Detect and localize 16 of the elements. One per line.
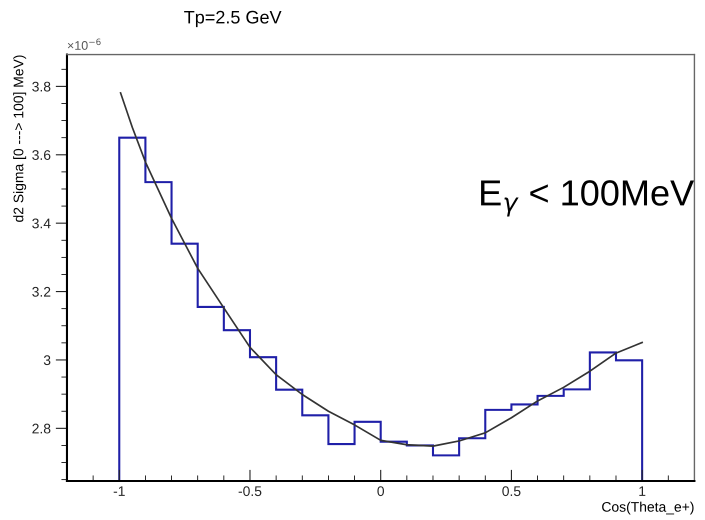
y-axis-title: d2 Sigma [0 ---> 100] MeV) bbox=[13, 55, 26, 222]
x-tick-label: 0.5 bbox=[502, 486, 520, 496]
y-tick-label: 3.8 bbox=[32, 82, 50, 92]
x-tick-label: 0 bbox=[377, 486, 384, 496]
x-tick-label: 1 bbox=[639, 486, 646, 496]
chart-title: Tp=2.5 GeV bbox=[184, 10, 282, 28]
y-tick-label: 3 bbox=[44, 355, 50, 366]
y-tick-label: 3.6 bbox=[32, 150, 50, 160]
text: ×10$^{−6}$ bbox=[68, 38, 101, 50]
annotation: E$_{γ}$ < 100MeV bbox=[481, 180, 694, 217]
y-tick-label: 3.2 bbox=[32, 286, 50, 297]
y-tick-label: 3.4 bbox=[32, 218, 51, 228]
y-tick-label: 2.8 bbox=[32, 424, 50, 434]
x-tick-label: -0.5 bbox=[238, 486, 262, 496]
x-tick-label: -1 bbox=[114, 486, 125, 496]
x-axis-title: Cos(Theta_e+) bbox=[602, 502, 694, 515]
